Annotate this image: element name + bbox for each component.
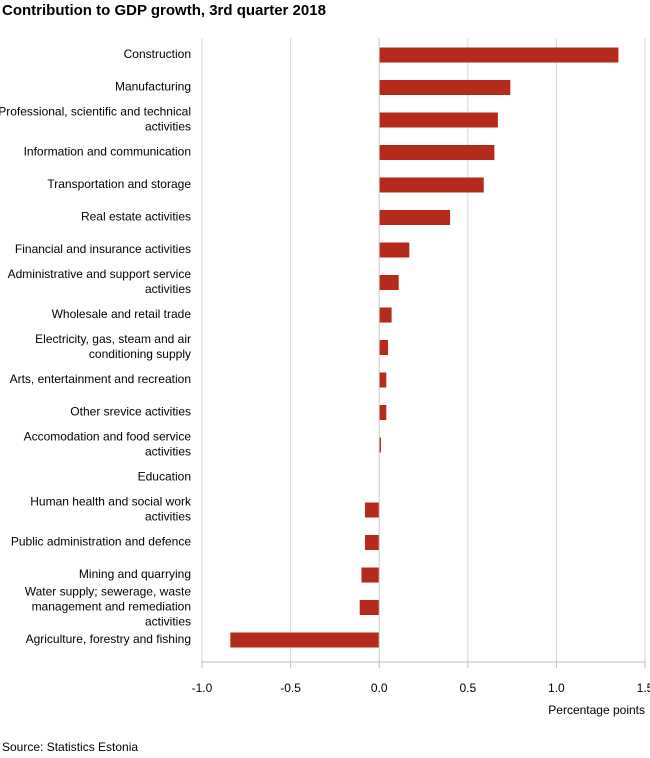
bar-11 <box>379 405 387 420</box>
bar-5 <box>379 210 451 225</box>
x-axis-title: Percentage points <box>548 703 645 717</box>
category-label: Administrative and support service <box>8 267 192 281</box>
category-label: Arts, entertainment and recreation <box>10 372 191 386</box>
category-label: Public administration and defence <box>11 535 191 549</box>
category-label: Mining and quarrying <box>79 567 191 581</box>
x-tick-label: 0.5 <box>459 681 476 695</box>
category-label: Professional, scientific and technical <box>0 105 191 119</box>
category-label: conditioning supply <box>89 347 191 361</box>
bar-17 <box>359 600 380 615</box>
category-label: Electricity, gas, steam and air <box>35 332 191 346</box>
bar-7 <box>379 275 399 290</box>
x-tick-label: 1.0 <box>548 681 565 695</box>
bar-16 <box>361 567 380 583</box>
category-label: activities <box>145 445 191 459</box>
category-label: Human health and social work <box>30 495 192 509</box>
chart-title: Contribution to GDP growth, 3rd quarter … <box>2 2 326 19</box>
bar-12 <box>379 437 381 453</box>
category-label: Water supply; sewerage, waste <box>25 585 192 599</box>
bar-0 <box>379 47 619 63</box>
x-tick-label: 1.5 <box>637 681 650 695</box>
bar-9 <box>379 340 389 355</box>
bar-3 <box>379 145 495 160</box>
category-label: Manufacturing <box>115 80 191 94</box>
bar-2 <box>379 112 498 128</box>
bar-chart: Construction Manufacturing Professional, s… <box>0 38 650 717</box>
category-label: Education <box>138 470 191 484</box>
category-label: Agriculture, forestry and fishing <box>26 632 191 646</box>
category-label: Real estate activities <box>81 210 191 224</box>
x-tick-label: 0.0 <box>371 681 388 695</box>
category-label: Wholesale and retail trade <box>52 307 192 321</box>
category-label: activities <box>145 510 191 524</box>
bar-1 <box>379 80 511 95</box>
bar-4 <box>379 177 484 193</box>
bar-10 <box>379 372 387 388</box>
bar-18 <box>230 632 380 648</box>
category-label: Information and communication <box>24 145 191 159</box>
category-label: Financial and insurance activities <box>15 242 191 256</box>
source-note: Source: Statistics Estonia <box>2 740 139 754</box>
x-tick-label: -1.0 <box>192 681 213 695</box>
category-label: Other srevice activities <box>70 405 191 419</box>
category-label: activities <box>145 615 191 629</box>
x-tick-label: -0.5 <box>280 681 301 695</box>
bar-8 <box>379 307 392 323</box>
category-label: management and remediation <box>32 600 191 614</box>
category-label: Transportation and storage <box>47 177 191 191</box>
category-label: Construction <box>124 47 191 61</box>
category-label: activities <box>145 282 191 296</box>
bar-14 <box>365 502 380 518</box>
category-label: activities <box>145 120 191 134</box>
bar-6 <box>379 242 410 258</box>
bar-15 <box>365 535 380 550</box>
category-label: Accomodation and food service <box>24 430 192 444</box>
